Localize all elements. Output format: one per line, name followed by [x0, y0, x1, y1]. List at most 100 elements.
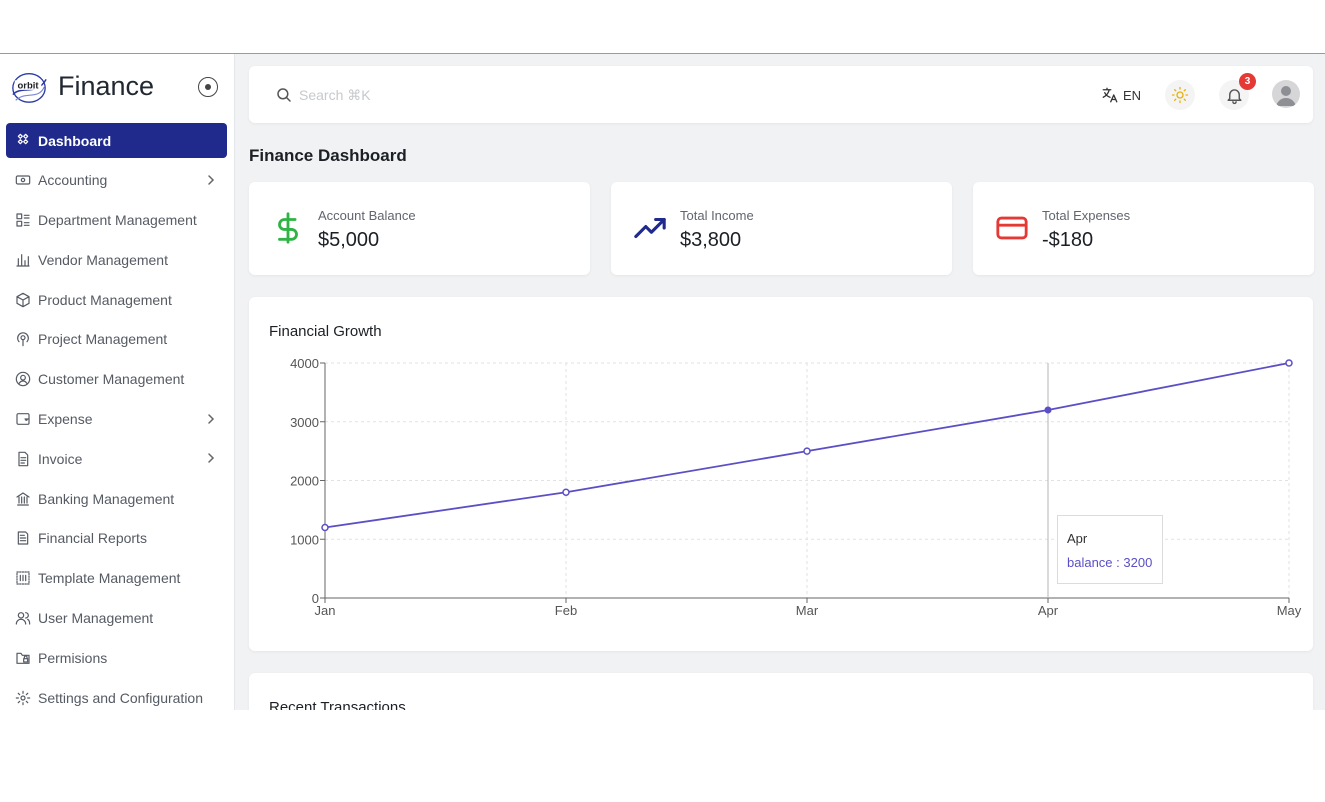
- financial-growth-chart[interactable]: 0 1000 2000 3000 4000 Jan Feb Mar Apr May: [249, 297, 1313, 651]
- trending-up-icon: [634, 217, 666, 239]
- search-input[interactable]: [299, 84, 599, 106]
- sidebar-item-customer-management[interactable]: Customer Management: [6, 362, 227, 397]
- sidebar-item-label: Product Management: [38, 291, 172, 308]
- data-point: [321, 523, 329, 532]
- page-title: Finance Dashboard: [249, 146, 407, 165]
- reports-icon: [14, 529, 32, 547]
- sidebar-item-label: Invoice: [38, 450, 83, 467]
- data-point: [562, 488, 570, 496]
- sidebar-item-accounting[interactable]: Accounting: [6, 163, 227, 198]
- sidebar-item-label: Template Management: [38, 570, 181, 587]
- top-divider: [0, 53, 1325, 54]
- x-tick-label: Apr: [1038, 603, 1059, 618]
- tooltip-value: balance : 3200: [1067, 555, 1153, 570]
- y-tick-label: 4000: [290, 356, 319, 371]
- y-tick-label: 0: [312, 591, 319, 606]
- chart-title: Financial Growth: [269, 323, 382, 340]
- x-tick-label: Jan: [315, 603, 336, 618]
- sidebar-item-banking-management[interactable]: Banking Management: [6, 481, 227, 516]
- credit-card-icon: [996, 216, 1028, 240]
- sidebar-item-label: Customer Management: [38, 371, 185, 388]
- x-tick-label: May: [1277, 603, 1302, 618]
- language-switcher[interactable]: EN: [1101, 84, 1141, 106]
- user-avatar-icon: [1276, 86, 1296, 106]
- sidebar-nav: Dashboard Accounting Department Management…: [6, 123, 227, 710]
- project-icon: [14, 330, 32, 348]
- bank-icon: [14, 490, 32, 508]
- recent-transactions-card: Recent Transactions: [249, 673, 1313, 710]
- chart-tooltip: Apr balance : 3200: [1057, 515, 1163, 584]
- account-balance-card: Account Balance $5,000: [249, 182, 590, 275]
- sidebar-item-financial-reports[interactable]: Financial Reports: [6, 521, 227, 556]
- y-tick-label: 3000: [290, 415, 319, 430]
- vendor-icon: [14, 251, 32, 269]
- chevron-right-icon: [208, 453, 215, 464]
- sidebar-item-project-management[interactable]: Project Management: [6, 322, 227, 357]
- sidebar-item-permisions[interactable]: Permisions: [6, 640, 227, 675]
- invoice-icon: [14, 450, 32, 468]
- orbit-logo-icon: orbit: [12, 73, 47, 103]
- permissions-icon: [14, 649, 32, 667]
- sidebar-item-label: Banking Management: [38, 490, 175, 507]
- product-icon: [14, 291, 32, 309]
- sidebar-item-vendor-management[interactable]: Vendor Management: [6, 242, 227, 277]
- stat-value: -$180: [1042, 229, 1094, 251]
- sidebar-item-invoice[interactable]: Invoice: [6, 441, 227, 476]
- sidebar-item-settings-and-configuration[interactable]: Settings and Configuration: [6, 680, 227, 710]
- brand-name: Finance: [58, 71, 155, 101]
- expense-icon: [14, 410, 32, 428]
- user-avatar[interactable]: [1272, 80, 1300, 108]
- sidebar-item-label: Project Management: [38, 331, 168, 348]
- top-bar: EN 3: [249, 66, 1313, 123]
- notifications-button[interactable]: [1219, 80, 1249, 110]
- sidebar-item-label: Settings and Configuration: [38, 689, 203, 706]
- sidebar-item-expense[interactable]: Expense: [6, 402, 227, 437]
- recent-transactions-title: Recent Transactions: [269, 699, 406, 710]
- dashboard-icon: [14, 132, 32, 150]
- sidebar-item-label: Accounting: [38, 172, 108, 189]
- sidebar-item-label: Department Management: [38, 212, 197, 229]
- sidebar-item-label: Permisions: [38, 649, 108, 666]
- sidebar-item-department-management[interactable]: Department Management: [6, 203, 227, 238]
- customer-icon: [14, 370, 32, 388]
- stat-label: Total Income: [680, 208, 754, 223]
- x-tick-label: Feb: [555, 603, 577, 618]
- sun-icon: [1171, 86, 1189, 104]
- sidebar-item-user-management[interactable]: User Management: [6, 601, 227, 636]
- accounting-icon: [14, 171, 32, 189]
- theme-toggle-button[interactable]: [1165, 80, 1195, 110]
- app-window: orbit Finance Dashboard Accounting Departm…: [0, 54, 1325, 710]
- stat-label: Total Expenses: [1042, 208, 1131, 223]
- sidebar-item-dashboard[interactable]: Dashboard: [6, 123, 227, 158]
- tooltip-label: Apr: [1067, 531, 1088, 546]
- search-icon: [277, 88, 291, 102]
- data-point: [803, 447, 811, 455]
- data-point: [1044, 406, 1052, 414]
- y-tick-label: 2000: [290, 474, 319, 489]
- template-icon: [14, 569, 32, 587]
- sidebar-item-label: User Management: [38, 610, 154, 627]
- sidebar-item-product-management[interactable]: Product Management: [6, 282, 227, 317]
- data-point: [1285, 359, 1293, 367]
- sidebar-collapse-button[interactable]: [198, 77, 218, 97]
- dollar-icon: [278, 212, 298, 244]
- brand: orbit Finance: [10, 66, 225, 110]
- sidebar: orbit Finance Dashboard Accounting Departm…: [0, 54, 235, 710]
- sidebar-item-label: Dashboard: [38, 132, 112, 149]
- svg-text:orbit: orbit: [17, 80, 39, 91]
- settings-icon: [14, 689, 32, 707]
- sidebar-item-label: Vendor Management: [38, 251, 168, 268]
- total-income-card: Total Income $3,800: [611, 182, 952, 275]
- users-icon: [14, 609, 32, 627]
- translate-icon: [1102, 87, 1118, 103]
- stat-value: $3,800: [680, 229, 742, 251]
- sidebar-item-template-management[interactable]: Template Management: [6, 561, 227, 596]
- sidebar-item-label: Financial Reports: [38, 530, 147, 547]
- chevron-right-icon: [208, 413, 215, 424]
- notification-count-badge: 3: [1239, 73, 1256, 90]
- x-tick-label: Mar: [796, 603, 819, 618]
- bell-icon: [1226, 88, 1242, 104]
- chevron-right-icon: [208, 175, 215, 185]
- department-icon: [14, 211, 32, 229]
- sidebar-item-label: Expense: [38, 411, 93, 428]
